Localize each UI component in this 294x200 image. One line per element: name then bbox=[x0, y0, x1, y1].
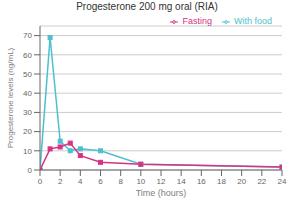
svg-text:70: 70 bbox=[23, 31, 32, 40]
svg-text:4: 4 bbox=[78, 177, 83, 186]
svg-text:6: 6 bbox=[98, 177, 103, 186]
svg-text:16: 16 bbox=[197, 177, 206, 186]
svg-text:2: 2 bbox=[58, 177, 63, 186]
svg-text:0: 0 bbox=[38, 177, 43, 186]
svg-text:50: 50 bbox=[23, 70, 32, 79]
svg-text:60: 60 bbox=[23, 51, 32, 60]
svg-text:22: 22 bbox=[257, 177, 266, 186]
svg-text:12: 12 bbox=[157, 177, 166, 186]
svg-text:14: 14 bbox=[177, 177, 186, 186]
svg-text:18: 18 bbox=[217, 177, 226, 186]
svg-text:20: 20 bbox=[237, 177, 246, 186]
svg-text:10: 10 bbox=[136, 177, 145, 186]
svg-text:8: 8 bbox=[118, 177, 123, 186]
svg-text:30: 30 bbox=[23, 108, 32, 117]
html-text:Fasting: Fasting bbox=[182, 16, 212, 26]
svg-text:40: 40 bbox=[23, 89, 32, 98]
html-text:Progesterone 200 mg oral (RIA): Progesterone 200 mg oral (RIA) bbox=[76, 1, 218, 12]
svg-text:0: 0 bbox=[28, 166, 33, 175]
svg-text:20: 20 bbox=[23, 127, 32, 136]
svg-text:10: 10 bbox=[23, 147, 32, 156]
html-text:With food: With food bbox=[234, 16, 272, 26]
svg-text:Progesterone levels (ng/mL): Progesterone levels (ng/mL) bbox=[8, 47, 15, 148]
svg-text:24: 24 bbox=[278, 177, 286, 186]
svg-text:Time (hours): Time (hours) bbox=[136, 188, 187, 198]
